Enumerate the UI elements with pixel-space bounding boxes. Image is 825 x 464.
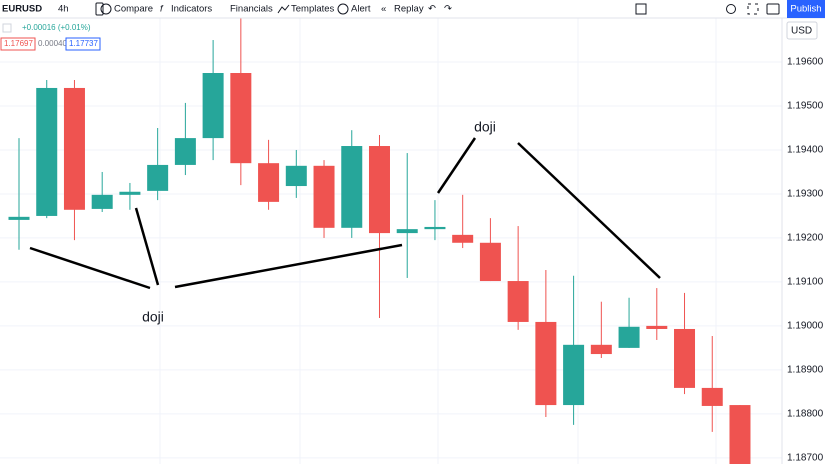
body	[63, 87, 85, 210]
button[interactable]: Indicators	[171, 4, 212, 15]
body	[91, 194, 113, 209]
body	[729, 405, 751, 464]
collapse[interactable]	[2, 23, 12, 33]
grid	[0, 18, 782, 464]
bid-box[interactable]	[0, 37, 36, 51]
candles	[8, 18, 751, 464]
annotation-lines	[29, 137, 661, 290]
annotation: doji	[474, 119, 496, 135]
y-tick-label: 1.18900	[787, 365, 824, 376]
settings[interactable]	[726, 4, 736, 14]
undo[interactable]: ↶	[428, 4, 436, 15]
body	[646, 325, 668, 329]
interval[interactable]: 4h	[58, 4, 69, 15]
y-tick-label: 1.19300	[787, 189, 824, 200]
candle-icon[interactable]	[95, 2, 104, 16]
arrow	[174, 243, 403, 289]
arrow	[134, 207, 160, 286]
body	[452, 234, 474, 243]
toolbar-bg	[0, 0, 825, 18]
button[interactable]: Alert	[351, 4, 371, 15]
arrow	[436, 137, 477, 194]
y-tick-label: 1.19100	[787, 277, 824, 288]
button[interactable]: Templates	[291, 4, 335, 15]
y-tick-label: 1.19600	[787, 57, 824, 68]
annotation: doji	[142, 309, 164, 325]
replay-icon: «	[381, 4, 386, 15]
price-axis: 1.19600 1.19500 1.19400 1.19300 1.19200 1.191…	[787, 57, 824, 464]
arrow	[29, 246, 151, 290]
currency-select[interactable]	[786, 21, 818, 40]
body	[368, 146, 390, 234]
body	[8, 216, 30, 220]
body	[424, 226, 446, 230]
snapshot[interactable]	[766, 3, 780, 15]
legend: +0.00016 (+0.01%) 1.17697 0.00040 1.1773…	[0, 23, 101, 51]
button[interactable]: Replay	[394, 4, 424, 15]
body	[396, 229, 418, 234]
change: +0.00016 (+0.01%)	[22, 23, 91, 32]
y-tick-label: 1.19500	[787, 101, 824, 112]
publish-button[interactable]	[787, 0, 825, 18]
alert-icon	[337, 3, 349, 15]
body	[119, 191, 141, 195]
y-tick-label: 1.19200	[787, 233, 824, 244]
button[interactable]: Financials	[230, 4, 273, 15]
symbol[interactable]: EURUSD	[2, 4, 42, 15]
body	[563, 344, 585, 406]
body	[147, 164, 169, 191]
bid: 1.17697	[4, 39, 33, 48]
fx-icon: f	[160, 4, 164, 15]
body	[535, 321, 557, 406]
compare-icon	[100, 3, 112, 15]
y-tick-label: 1.19000	[787, 321, 824, 332]
body	[258, 163, 280, 202]
body	[174, 138, 196, 165]
body	[618, 326, 640, 348]
body	[507, 281, 529, 322]
y-tick-label: 1.18700	[787, 452, 824, 463]
body	[36, 87, 58, 216]
redo[interactable]: ↷	[444, 4, 453, 15]
body	[285, 165, 307, 187]
currency: USD	[791, 26, 812, 37]
y-tick-label: 1.19400	[787, 145, 824, 156]
publish: Publish	[790, 4, 821, 15]
body	[674, 328, 696, 388]
body	[230, 73, 252, 164]
spread: 0.00040	[38, 39, 67, 48]
ask-box[interactable]	[65, 37, 101, 51]
fullscreen[interactable]	[747, 3, 759, 15]
toolbar: EURUSD 4h Compare f Indicators Financial…	[0, 0, 825, 19]
arrow	[517, 142, 661, 279]
button[interactable]: Compare	[114, 4, 153, 15]
body	[202, 73, 224, 139]
body	[701, 387, 723, 406]
body	[341, 146, 363, 228]
fullscreen-box[interactable]	[635, 3, 647, 15]
body	[313, 165, 335, 228]
ask: 1.17737	[69, 39, 98, 48]
body	[590, 344, 612, 355]
templates-icon	[277, 4, 290, 14]
y-tick-label: 1.18800	[787, 409, 824, 420]
body	[479, 242, 501, 282]
